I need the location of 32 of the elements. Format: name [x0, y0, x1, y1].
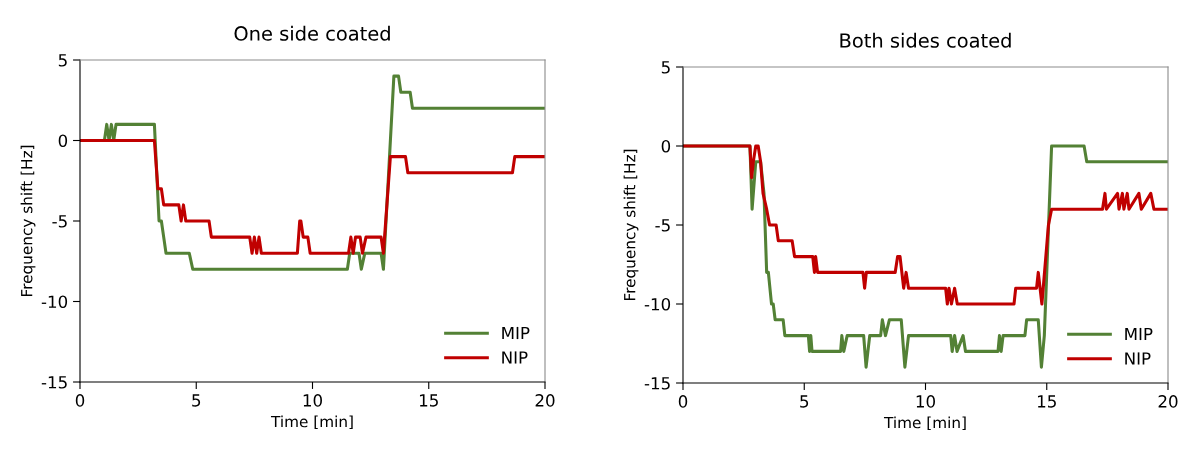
y-tick-label: -15	[41, 376, 67, 389]
x-tick-label: 0	[75, 394, 85, 407]
legend-label: MIP	[1125, 327, 1153, 341]
y-axis-title: Frequency shift [Hz]	[623, 149, 639, 301]
y-tick-label: -15	[644, 377, 670, 390]
x-tick-label: 20	[535, 394, 555, 407]
chart-title: Both sides coated	[840, 32, 1011, 48]
x-tick-label: 0	[678, 395, 688, 408]
legend-label: NIP	[1125, 352, 1151, 365]
line-series	[683, 144, 1168, 306]
legend-label: MIP	[502, 326, 530, 340]
y-tick-label: 0	[58, 134, 68, 148]
x-tick-label: 15	[419, 394, 438, 407]
y-tick-label: -5	[52, 215, 67, 228]
x-tick-label: 5	[192, 394, 201, 407]
y-tick-label: 0	[661, 139, 671, 153]
y-tick-label: -10	[644, 297, 671, 311]
x-tick-label: 15	[1037, 395, 1056, 408]
x-tick-label: 20	[1158, 395, 1178, 408]
x-axis-title: Time [min]	[270, 415, 353, 430]
x-tick-label: 10	[303, 394, 322, 407]
x-tick-label: 5	[800, 395, 809, 408]
line-series	[80, 138, 545, 255]
y-tick-label: 5	[58, 54, 67, 67]
legend-label: NIP	[502, 351, 528, 364]
y-axis-title: Frequency shift [Hz]	[20, 145, 36, 297]
y-tick-label: -5	[655, 219, 670, 232]
y-tick-label: -10	[41, 295, 68, 309]
x-axis-title: Time [min]	[883, 416, 966, 431]
chart-title: One side coated	[234, 25, 390, 41]
x-tick-label: 10	[916, 395, 935, 408]
y-tick-label: 5	[661, 61, 670, 74]
